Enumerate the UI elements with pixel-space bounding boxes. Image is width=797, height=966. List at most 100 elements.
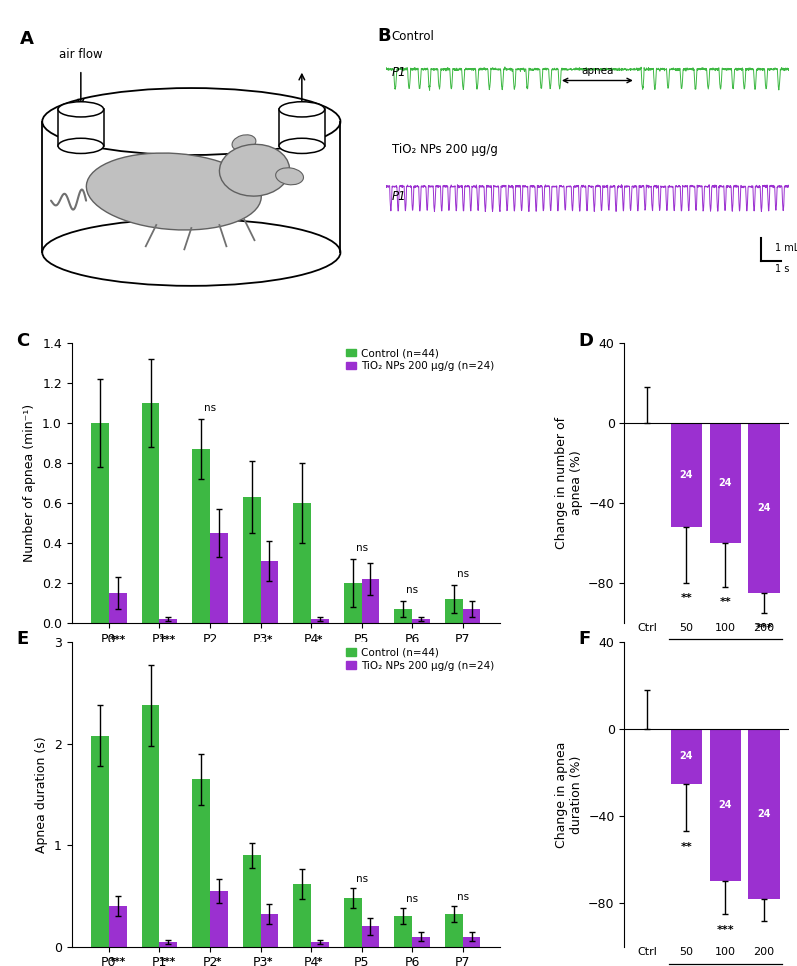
Text: TiO₂ NPs 200 µg/g: TiO₂ NPs 200 µg/g bbox=[391, 143, 497, 156]
Polygon shape bbox=[58, 109, 104, 146]
Y-axis label: Apnea duration (s): Apnea duration (s) bbox=[35, 736, 49, 853]
Bar bbox=[109, 593, 127, 623]
Text: 200: 200 bbox=[753, 623, 775, 633]
Text: 24: 24 bbox=[680, 752, 693, 761]
Text: 50: 50 bbox=[679, 623, 693, 633]
Ellipse shape bbox=[232, 135, 256, 151]
Text: P1: P1 bbox=[391, 190, 406, 203]
Polygon shape bbox=[42, 122, 340, 252]
Bar bbox=[344, 583, 362, 623]
Text: 1 s: 1 s bbox=[775, 264, 789, 274]
Text: ***: *** bbox=[110, 956, 126, 966]
Text: 200: 200 bbox=[753, 948, 775, 957]
Text: Ctrl: Ctrl bbox=[638, 623, 658, 633]
Bar bbox=[395, 609, 412, 623]
Bar bbox=[142, 403, 159, 623]
Bar bbox=[261, 914, 278, 947]
Bar bbox=[261, 561, 278, 623]
Text: *: * bbox=[317, 956, 323, 966]
Text: D: D bbox=[579, 331, 593, 350]
Text: (µg/g): (µg/g) bbox=[709, 657, 742, 668]
Bar bbox=[463, 937, 481, 947]
Text: 24: 24 bbox=[718, 478, 732, 488]
Bar bbox=[412, 937, 430, 947]
Text: F: F bbox=[579, 630, 591, 648]
Text: n=44: n=44 bbox=[633, 742, 662, 752]
Text: ***: *** bbox=[160, 635, 176, 645]
Text: ns: ns bbox=[406, 895, 418, 904]
Bar bbox=[709, 729, 740, 881]
Text: *: * bbox=[216, 956, 222, 966]
Text: ***: *** bbox=[110, 635, 126, 645]
Text: ns: ns bbox=[204, 403, 216, 412]
Bar bbox=[671, 423, 702, 527]
Text: A: A bbox=[19, 30, 33, 48]
Bar bbox=[311, 942, 329, 947]
Text: B: B bbox=[378, 27, 391, 45]
Bar bbox=[159, 619, 177, 623]
Text: Ctrl: Ctrl bbox=[638, 948, 658, 957]
Bar bbox=[243, 856, 261, 947]
Text: 24: 24 bbox=[757, 503, 771, 513]
Text: ***: *** bbox=[756, 623, 773, 633]
Text: ns: ns bbox=[355, 543, 367, 553]
Bar bbox=[412, 619, 430, 623]
Bar bbox=[311, 619, 329, 623]
Text: *: * bbox=[317, 635, 323, 645]
Text: Control: Control bbox=[391, 30, 434, 43]
Bar bbox=[293, 884, 311, 947]
Text: n=44: n=44 bbox=[633, 434, 662, 444]
Ellipse shape bbox=[58, 101, 104, 117]
Ellipse shape bbox=[86, 153, 261, 230]
Bar bbox=[192, 449, 210, 623]
Text: 100: 100 bbox=[715, 948, 736, 957]
Text: 24: 24 bbox=[680, 470, 693, 480]
Text: 1 mL: 1 mL bbox=[775, 243, 797, 253]
Text: *: * bbox=[267, 635, 272, 645]
Bar bbox=[91, 423, 109, 623]
Bar bbox=[293, 503, 311, 623]
Text: 100: 100 bbox=[715, 623, 736, 633]
Polygon shape bbox=[279, 109, 324, 146]
Text: 24: 24 bbox=[757, 810, 771, 819]
Bar bbox=[344, 898, 362, 947]
Y-axis label: Change in apnea
duration (%): Change in apnea duration (%) bbox=[555, 741, 583, 848]
Legend: Control (n=44), TiO₂ NPs 200 µg/g (n=24): Control (n=44), TiO₂ NPs 200 µg/g (n=24) bbox=[346, 348, 495, 371]
Text: ns: ns bbox=[457, 569, 469, 579]
Text: E: E bbox=[16, 630, 29, 648]
Text: TiO₂ NPs: TiO₂ NPs bbox=[701, 643, 748, 653]
Text: ns: ns bbox=[406, 585, 418, 595]
Bar bbox=[192, 780, 210, 947]
Legend: Control (n=44), TiO₂ NPs 200 µg/g (n=24): Control (n=44), TiO₂ NPs 200 µg/g (n=24) bbox=[346, 647, 495, 670]
Bar bbox=[748, 423, 779, 593]
Text: ***: *** bbox=[717, 925, 734, 935]
Bar bbox=[445, 599, 463, 623]
Bar bbox=[362, 579, 379, 623]
Ellipse shape bbox=[279, 138, 324, 154]
Text: **: ** bbox=[681, 593, 692, 603]
Text: ns: ns bbox=[355, 874, 367, 884]
Text: apnea: apnea bbox=[581, 66, 614, 76]
Bar bbox=[210, 891, 228, 947]
Text: P1: P1 bbox=[391, 66, 406, 79]
Bar bbox=[142, 705, 159, 947]
Bar bbox=[210, 533, 228, 623]
Bar bbox=[159, 942, 177, 947]
Text: ***: *** bbox=[160, 956, 176, 966]
Bar bbox=[362, 926, 379, 947]
Text: 24: 24 bbox=[718, 801, 732, 810]
Text: 50: 50 bbox=[679, 948, 693, 957]
Text: **: ** bbox=[719, 597, 731, 607]
X-axis label: Postnatal day: Postnatal day bbox=[241, 651, 331, 665]
Ellipse shape bbox=[219, 144, 289, 196]
Bar bbox=[671, 729, 702, 783]
Text: *: * bbox=[267, 956, 272, 966]
Bar bbox=[243, 497, 261, 623]
Text: air flow: air flow bbox=[59, 47, 103, 61]
Text: C: C bbox=[16, 331, 29, 350]
Ellipse shape bbox=[58, 138, 104, 154]
Bar bbox=[91, 736, 109, 947]
Ellipse shape bbox=[279, 101, 324, 117]
Bar bbox=[445, 914, 463, 947]
Text: ns: ns bbox=[457, 892, 469, 902]
